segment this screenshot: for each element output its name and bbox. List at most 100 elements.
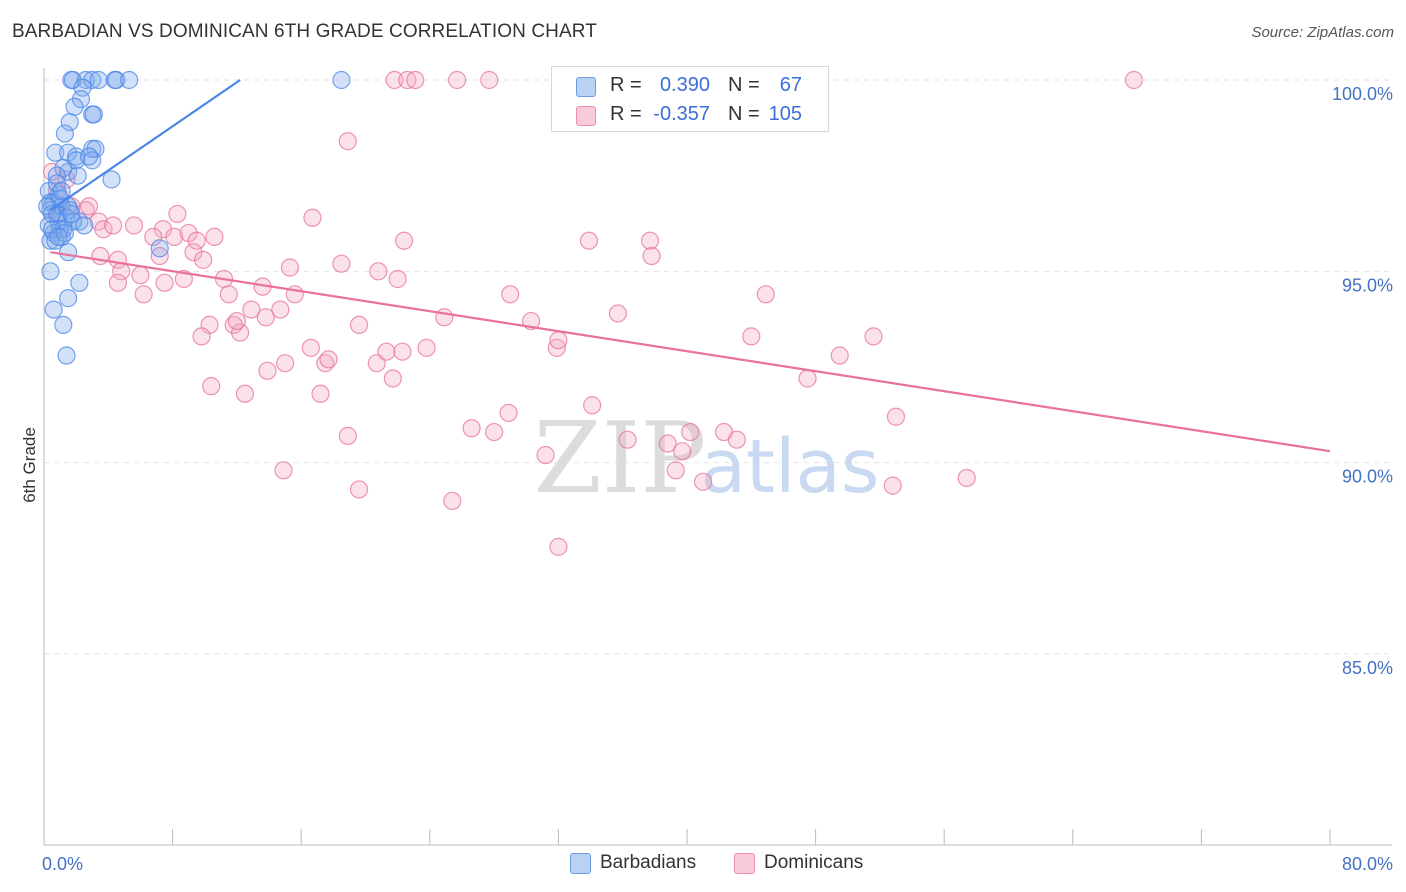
- chart-title: BARBADIAN VS DOMINICAN 6TH GRADE CORRELA…: [12, 21, 597, 42]
- barbadians-trend-line: [49, 79, 241, 212]
- dominicans-point: [184, 243, 203, 262]
- barbadians-point: [46, 143, 65, 162]
- barbadians-point: [73, 78, 92, 97]
- barbadians-point: [83, 70, 102, 90]
- dominicans-point: [150, 246, 169, 266]
- y-tick-label: 100.0%: [1332, 84, 1393, 104]
- dominicans-point: [388, 269, 407, 289]
- dominicans-point: [536, 445, 555, 465]
- barbadians-point: [49, 227, 68, 246]
- dominicans-point: [681, 422, 700, 442]
- legend-n-value: 105: [768, 103, 802, 125]
- barbadians-point: [54, 315, 73, 335]
- dominicans-point: [349, 315, 369, 335]
- legend-r-value: -0.357: [653, 103, 710, 125]
- dominicans-point: [256, 308, 275, 327]
- dominicans-point: [104, 216, 123, 235]
- dominicans-point: [501, 285, 520, 304]
- dominicans-point: [579, 231, 599, 250]
- series-swatch-dominicans: [734, 853, 755, 874]
- barbadians-point: [65, 97, 84, 116]
- dominicans-point: [301, 338, 320, 357]
- dominicans-point: [693, 472, 713, 491]
- legend-swatch-dominicans: [576, 106, 596, 126]
- legend-row-barbadians: R = 0.390 N = 67: [552, 71, 828, 101]
- dominicans-point: [448, 70, 467, 90]
- dominicans-point: [798, 369, 817, 388]
- dominicans-point: [332, 254, 351, 273]
- barbadians-point: [59, 289, 78, 308]
- barbadians-point: [102, 170, 121, 189]
- legend-swatch-barbadians: [576, 77, 596, 97]
- legend-r-value: 0.390: [659, 74, 710, 96]
- y-axis-title: 6th Grade: [20, 427, 39, 503]
- dominicans-point: [303, 208, 322, 227]
- dominicans-point: [205, 227, 224, 246]
- dominicans-point: [165, 227, 184, 246]
- dominicans-point: [57, 170, 76, 189]
- dominicans-point: [231, 323, 250, 342]
- series-swatch-barbadians: [570, 853, 591, 874]
- dominicans-point: [108, 273, 128, 292]
- series-dominicans: [42, 70, 1143, 556]
- barbadians-point: [68, 166, 87, 185]
- dominicans-point: [658, 434, 677, 453]
- data-points: [38, 70, 1143, 556]
- dominicans-point: [192, 327, 211, 346]
- dominicans-point: [727, 430, 746, 449]
- dominicans-point: [276, 354, 295, 373]
- dominicans-point: [134, 285, 153, 304]
- dominicans-point: [883, 476, 902, 495]
- barbadians-point: [62, 204, 81, 224]
- x-tick-label: 80.0%: [1342, 854, 1393, 874]
- dominicans-point: [385, 70, 404, 90]
- dominicans-point: [608, 304, 627, 323]
- series-label-dominicans: Dominicans: [764, 852, 864, 873]
- barbadians-point: [107, 70, 126, 90]
- dominicans-point: [144, 227, 163, 246]
- barbadians-point: [52, 181, 71, 201]
- dominicans-point: [394, 231, 414, 250]
- barbadians-point: [332, 70, 351, 90]
- dominicans-point: [406, 70, 425, 90]
- dominicans-point: [194, 250, 213, 269]
- barbadians-point: [55, 124, 74, 143]
- watermark: ZIP atlas: [534, 402, 880, 516]
- legend-r-label: R =: [610, 103, 642, 125]
- dominicans-point: [338, 426, 357, 445]
- barbadians-point: [120, 70, 139, 90]
- legend-n-label: N =: [728, 103, 760, 125]
- gridlines: [44, 79, 1392, 655]
- barbadians-point: [63, 70, 83, 90]
- y-tick-label: 85.0%: [1342, 658, 1393, 678]
- dominicans-point: [94, 220, 113, 239]
- dominicans-point: [957, 468, 976, 488]
- trend-lines: [49, 79, 1331, 453]
- dominicans-point: [864, 327, 883, 346]
- dominicans-point: [369, 262, 388, 281]
- barbadians-point: [75, 216, 94, 235]
- dominicans-point: [219, 285, 238, 304]
- dominicans-point: [311, 384, 330, 403]
- dominicans-point: [242, 300, 261, 319]
- x-tick-label: 0.0%: [42, 854, 83, 874]
- dominicans-point: [377, 342, 396, 361]
- dominicans-point: [499, 403, 518, 423]
- barbadians-point: [60, 112, 79, 132]
- dominicans-point: [618, 430, 637, 449]
- dominicans-point: [258, 361, 277, 380]
- dominicans-point: [485, 422, 504, 442]
- dominicans-point: [338, 132, 357, 151]
- series-label-barbadians: Barbadians: [600, 852, 697, 873]
- dominicans-point: [202, 377, 221, 396]
- barbadians-point: [59, 243, 78, 262]
- source-label: Source: ZipAtlas.com: [1251, 24, 1394, 41]
- dominicans-point: [480, 70, 499, 90]
- dominicans-point: [393, 342, 412, 361]
- dominicans-point: [131, 266, 150, 285]
- dominicans-trend-line: [50, 251, 1331, 453]
- series-legend: Barbadians Dominicans: [0, 852, 1406, 878]
- dominicans-point: [756, 285, 775, 304]
- dominicans-point: [742, 327, 761, 346]
- dominicans-point: [547, 338, 566, 357]
